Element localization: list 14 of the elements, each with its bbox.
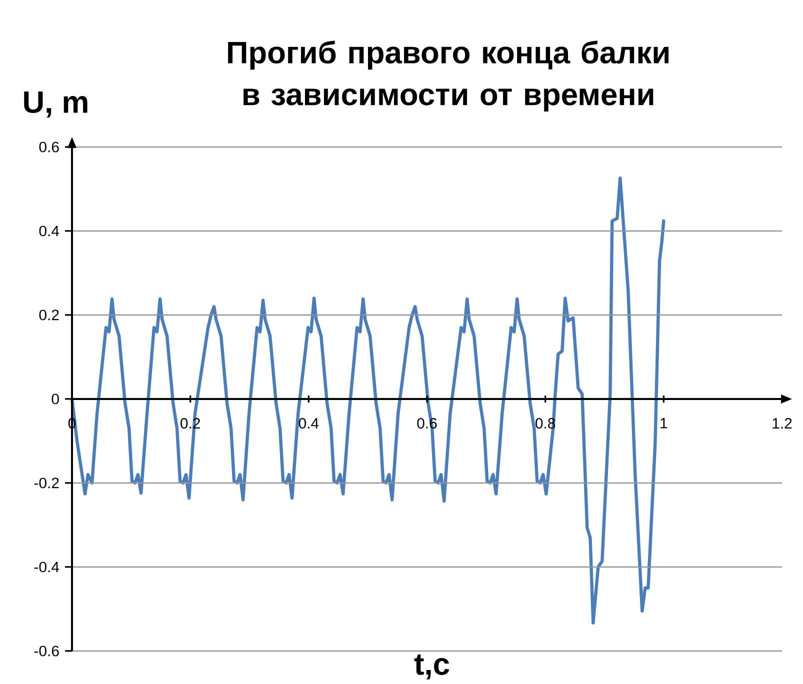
x-tick-label: 1.2: [772, 418, 792, 428]
y-tick-label: 0.6: [39, 142, 59, 152]
line-series: [70, 176, 666, 624]
y-tick-label: 0.2: [39, 310, 59, 320]
y-tick-label: -0.4: [34, 562, 60, 572]
x-axis-title: t,c: [414, 654, 450, 680]
y-tick-label: -0.2: [34, 478, 59, 488]
y-axis-title: U, m: [24, 91, 88, 118]
y-tick-label: 0.4: [39, 226, 60, 236]
x-tick-label: 0.4: [298, 418, 319, 429]
chart-title: Прогиб правого конца балки в зависимости от времени: [228, 40, 669, 112]
y-tick-label: 0: [52, 394, 59, 404]
y-tick-label: -0.6: [34, 646, 59, 656]
x-tick-label: 1: [660, 418, 668, 428]
